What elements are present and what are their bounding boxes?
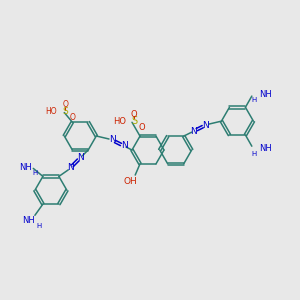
- Text: N: N: [202, 121, 209, 130]
- Text: NH: NH: [259, 90, 272, 99]
- Text: H: H: [33, 170, 38, 176]
- Text: HO: HO: [46, 107, 57, 116]
- Text: H: H: [251, 97, 256, 103]
- Text: NH: NH: [22, 216, 35, 225]
- Text: O: O: [139, 123, 145, 132]
- Text: S: S: [131, 116, 137, 126]
- Text: O: O: [131, 110, 137, 119]
- Text: S: S: [62, 107, 68, 116]
- Text: O: O: [69, 113, 75, 122]
- Text: NH: NH: [19, 163, 32, 172]
- Text: H: H: [251, 151, 256, 157]
- Text: N: N: [109, 136, 116, 145]
- Text: N: N: [190, 127, 197, 136]
- Text: H: H: [36, 223, 41, 229]
- Text: N: N: [67, 164, 74, 172]
- Text: NH: NH: [259, 144, 272, 153]
- Text: N: N: [121, 142, 128, 151]
- Text: HO: HO: [113, 117, 126, 126]
- Text: N: N: [77, 153, 84, 162]
- Text: O: O: [62, 100, 68, 109]
- Text: OH: OH: [123, 177, 137, 186]
